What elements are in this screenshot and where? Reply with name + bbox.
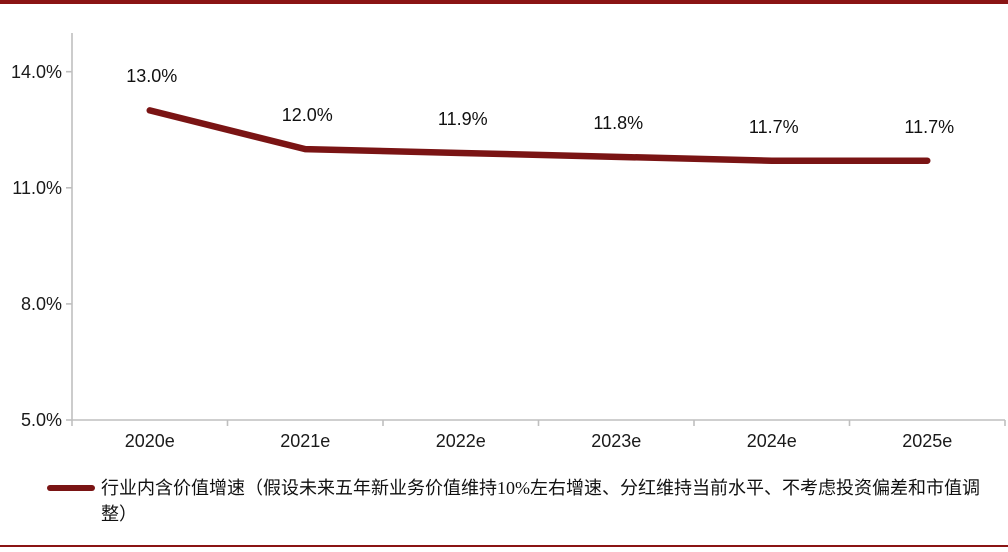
x-tick-label: 2024e xyxy=(746,431,797,451)
legend-series-label: 行业内含价值增速（假设未来五年新业务价值维持10%左右增速、分红维持当前水平、不… xyxy=(101,478,980,524)
data-label: 11.7% xyxy=(904,116,955,137)
plot-svg xyxy=(66,33,1006,426)
legend-line-marker xyxy=(47,485,95,491)
x-tick-label: 2022e xyxy=(435,431,486,451)
data-label: 13.0% xyxy=(126,66,178,87)
bottom-border-rule xyxy=(0,545,1008,547)
x-tick-label: 2020e xyxy=(124,431,175,451)
x-tick-label: 2025e xyxy=(902,431,953,451)
legend: 行业内含价值增速（假设未来五年新业务价值维持10%左右增速、分红维持当前水平、不… xyxy=(47,475,997,527)
data-label: 11.9% xyxy=(437,108,488,129)
x-tick-label: 2023e xyxy=(591,431,642,451)
y-tick-label: 8.0% xyxy=(20,293,62,314)
y-tick-label: 14.0% xyxy=(10,61,62,82)
series-line xyxy=(146,107,931,164)
data-label: 12.0% xyxy=(281,105,333,126)
y-tick-label: 11.0% xyxy=(12,177,62,198)
line-chart: 5.0% 8.0% 11.0% 14.0% 2020e 2021e 2022e 2023e 20… xyxy=(10,33,1006,451)
x-tick-label: 2021e xyxy=(280,431,331,451)
data-label: 11.7% xyxy=(748,116,799,137)
y-tick-label: 5.0% xyxy=(20,410,62,430)
data-label: 11.8% xyxy=(593,112,644,133)
top-border-rule xyxy=(0,0,1008,4)
